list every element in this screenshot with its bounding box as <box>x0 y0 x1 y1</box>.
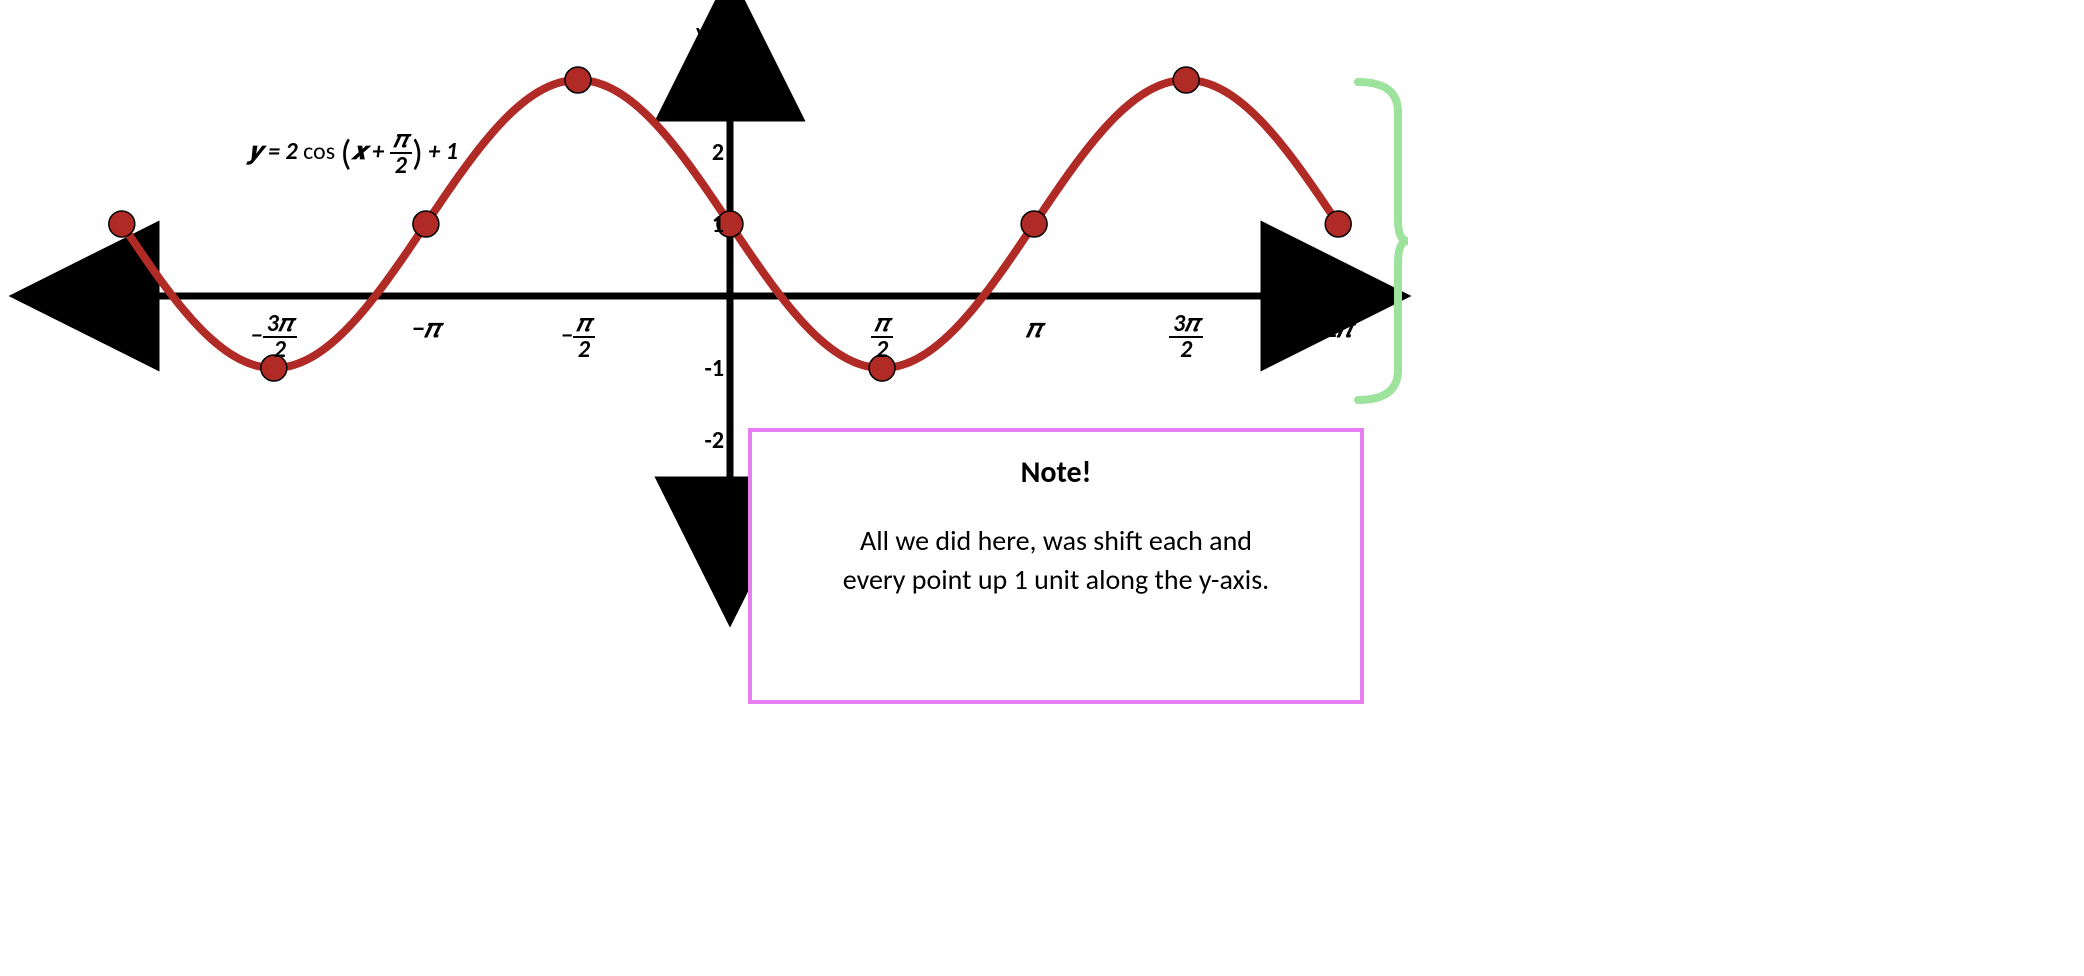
xtick-label: 3𝜋2 <box>1136 312 1236 362</box>
xtick-label: −𝜋2 <box>528 312 628 362</box>
ytick-label: -1 <box>684 354 724 383</box>
xtick-label: 𝜋2 <box>832 312 932 362</box>
ytick-label: -2 <box>684 426 724 455</box>
ytick-label: 2 <box>684 138 724 167</box>
y-axis-label: y-axis <box>696 18 748 45</box>
ytick-label: 3 <box>684 66 724 95</box>
note-body: All we did here, was shift each andevery… <box>752 521 1360 599</box>
equation-label: 𝒚 = 2 cos (𝒙 + 𝜋2) + 1 <box>248 128 458 178</box>
ytick-label: -3 <box>684 498 724 527</box>
xtick-label: −𝜋 <box>376 312 476 345</box>
x-axis-label: x-axis <box>34 278 85 305</box>
xtick-label: −2𝜋 <box>72 312 172 345</box>
xtick-label: 𝜋 <box>984 312 1084 345</box>
ytick-label: 1 <box>684 210 724 239</box>
xtick-label: −3𝜋2 <box>224 312 324 362</box>
note-box: Note! All we did here, was shift each an… <box>748 428 1364 704</box>
note-title: Note! <box>752 454 1360 491</box>
xtick-label: 2𝜋 <box>1288 312 1388 345</box>
